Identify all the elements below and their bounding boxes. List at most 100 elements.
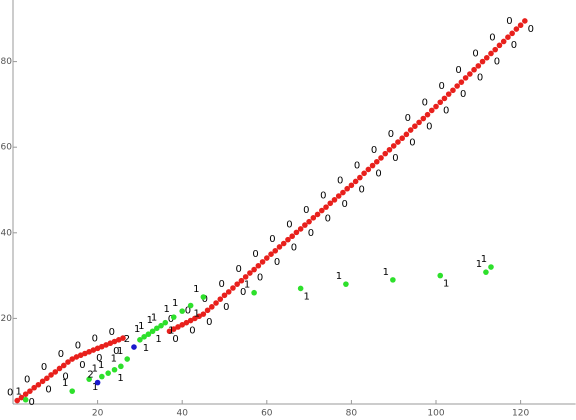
point bbox=[217, 296, 224, 302]
point bbox=[403, 131, 410, 138]
point bbox=[289, 233, 295, 240]
point-label: 0 bbox=[252, 249, 258, 260]
point bbox=[395, 139, 401, 145]
point bbox=[170, 314, 177, 320]
point bbox=[458, 79, 465, 85]
point bbox=[488, 264, 494, 270]
point-label: 1 bbox=[193, 284, 199, 295]
point bbox=[348, 182, 355, 189]
point bbox=[399, 135, 405, 142]
point bbox=[369, 162, 376, 169]
point-label: 1 bbox=[117, 373, 123, 384]
point bbox=[179, 322, 186, 328]
point bbox=[120, 335, 126, 341]
point-label: 0 bbox=[337, 176, 343, 187]
point-label: 0 bbox=[308, 228, 314, 239]
point-label: 0 bbox=[235, 264, 241, 275]
point bbox=[242, 274, 249, 280]
point bbox=[509, 30, 515, 37]
point bbox=[204, 307, 211, 314]
point bbox=[196, 313, 202, 320]
point bbox=[39, 378, 46, 385]
point-label: 0 bbox=[375, 169, 381, 180]
point-label: 0 bbox=[257, 273, 263, 284]
x-tick-label: 60 bbox=[261, 409, 273, 419]
point bbox=[420, 115, 427, 122]
point bbox=[234, 281, 240, 287]
point-label: 1 bbox=[336, 271, 342, 282]
point-label: 0 bbox=[506, 16, 512, 27]
point-label: 1 bbox=[476, 259, 482, 270]
point-label: 0 bbox=[219, 279, 225, 290]
point-label: 0 bbox=[472, 49, 478, 60]
point bbox=[238, 277, 245, 284]
point bbox=[340, 189, 346, 196]
point-label: 1 bbox=[147, 315, 153, 326]
y-tick-label: 60 bbox=[1, 143, 13, 153]
point-label: 0 bbox=[354, 160, 360, 171]
point bbox=[505, 34, 511, 41]
point-label: 0 bbox=[405, 113, 411, 124]
point bbox=[137, 337, 143, 343]
x-tick-label: 120 bbox=[512, 409, 529, 419]
point-label: 0 bbox=[342, 199, 348, 210]
point-label: 0 bbox=[269, 234, 275, 245]
x-tick-label: 80 bbox=[346, 409, 358, 419]
point bbox=[479, 58, 486, 65]
point-label: 0 bbox=[58, 349, 64, 360]
point-label: 0 bbox=[75, 340, 81, 351]
point-label: 0 bbox=[477, 73, 483, 84]
point-label: 0 bbox=[7, 388, 13, 399]
point bbox=[357, 174, 363, 181]
point bbox=[175, 324, 181, 330]
point-label: 1 bbox=[92, 364, 98, 375]
point bbox=[154, 325, 160, 332]
point-label: 1 bbox=[111, 353, 117, 364]
point-label: 1 bbox=[16, 387, 22, 398]
point bbox=[378, 155, 384, 161]
point bbox=[111, 338, 118, 345]
point-label: 1 bbox=[117, 346, 123, 357]
point bbox=[111, 366, 118, 373]
point-label: 1 bbox=[303, 291, 309, 302]
point-label: 0 bbox=[489, 32, 495, 43]
point bbox=[158, 322, 164, 329]
point bbox=[352, 178, 359, 185]
point bbox=[483, 54, 490, 61]
point bbox=[450, 87, 456, 94]
point bbox=[35, 381, 42, 388]
point-label: 0 bbox=[62, 371, 68, 382]
point-label: 0 bbox=[443, 105, 449, 116]
point bbox=[382, 150, 389, 157]
point-label: 0 bbox=[422, 97, 428, 108]
point bbox=[310, 215, 317, 221]
point-label: 1 bbox=[443, 279, 449, 290]
point bbox=[433, 103, 439, 110]
point bbox=[390, 277, 396, 283]
point-label: 0 bbox=[168, 314, 174, 325]
point bbox=[467, 71, 473, 77]
point bbox=[280, 240, 287, 247]
point bbox=[492, 46, 499, 53]
point bbox=[513, 26, 520, 32]
point bbox=[94, 345, 101, 352]
point-label: 0 bbox=[109, 327, 115, 338]
point-label: 0 bbox=[96, 353, 102, 364]
point bbox=[259, 259, 266, 265]
point-label: 1 bbox=[244, 280, 250, 291]
point-label: 1 bbox=[151, 313, 157, 324]
point-label: 2 bbox=[124, 334, 130, 345]
point-label: 0 bbox=[113, 346, 119, 357]
point-label: 1 bbox=[383, 267, 389, 278]
point bbox=[264, 255, 270, 261]
point-label: 1 bbox=[62, 378, 68, 389]
point-label: 0 bbox=[286, 219, 292, 230]
point bbox=[200, 294, 207, 300]
point bbox=[52, 369, 59, 375]
point bbox=[82, 350, 88, 357]
point bbox=[65, 359, 71, 365]
point bbox=[230, 285, 236, 291]
point bbox=[192, 315, 198, 322]
point-label: 1 bbox=[172, 298, 178, 309]
point bbox=[14, 397, 21, 404]
